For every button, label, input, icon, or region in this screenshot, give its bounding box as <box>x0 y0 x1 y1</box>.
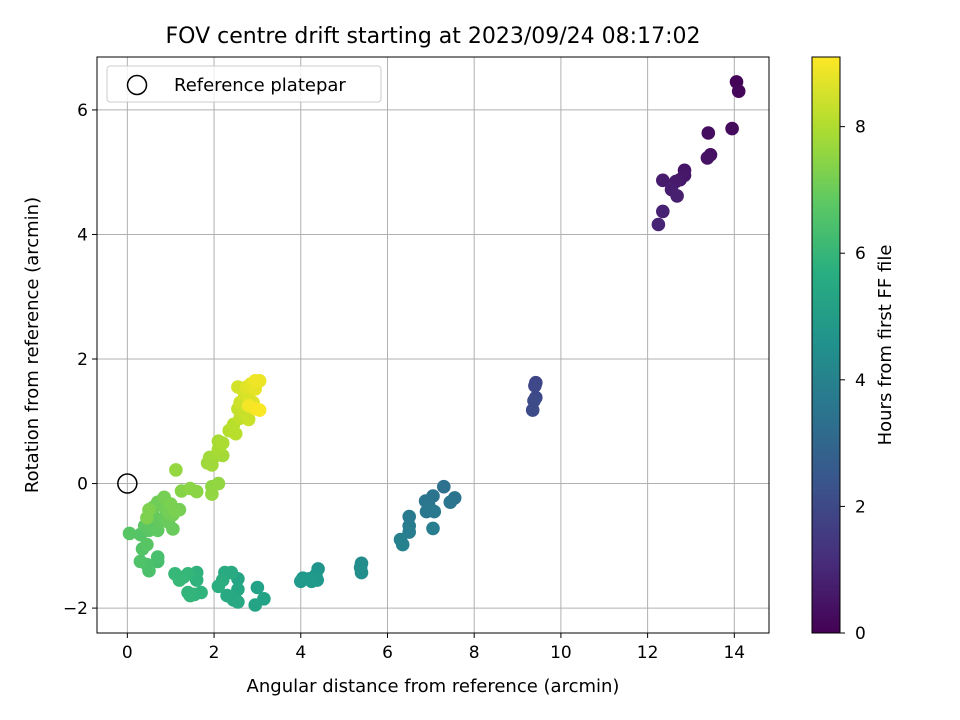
data-point <box>670 189 684 203</box>
colorbar-tick-label: 4 <box>855 371 866 391</box>
x-tick-label: 4 <box>295 643 306 663</box>
legend-reference-marker <box>126 74 148 96</box>
data-point <box>354 565 369 580</box>
data-point <box>437 479 451 494</box>
data-point <box>122 526 137 541</box>
x-tick-label: 6 <box>382 643 393 663</box>
data-point <box>215 436 230 450</box>
data-point <box>142 502 156 517</box>
data-point <box>427 504 442 519</box>
data-point <box>166 522 180 536</box>
x-axis-label: Angular distance from reference (arcmin) <box>247 676 620 697</box>
legend-frame <box>106 65 382 103</box>
colorbar-label: Hours from first FF file <box>875 245 896 446</box>
data-point <box>248 598 262 612</box>
data-point <box>150 550 165 564</box>
data-point <box>651 217 666 232</box>
y-tick-label: 6 <box>77 101 88 121</box>
data-point <box>525 403 540 417</box>
legend-box: Reference platepar <box>106 65 382 103</box>
data-point <box>205 487 219 501</box>
data-point <box>701 126 716 140</box>
data-point <box>402 509 417 524</box>
y-tick-label: −2 <box>63 599 88 619</box>
chart-title: FOV centre drift starting at 2023/09/24 … <box>166 24 701 49</box>
data-point <box>169 463 183 477</box>
x-axis-ticks: 0 2 4 6 8 10 12 14 <box>122 633 745 663</box>
data-point <box>426 521 440 536</box>
colorbar-tick-label: 8 <box>855 118 866 138</box>
y-tick-label: 2 <box>77 350 88 370</box>
reference-platepar-marker <box>117 473 138 494</box>
data-point <box>656 173 670 188</box>
data-point <box>168 504 182 519</box>
colorbar-tick-label: 2 <box>855 497 866 517</box>
x-tick-label: 0 <box>122 643 133 663</box>
colorbar-ticks: 0 2 4 6 8 <box>840 118 866 644</box>
data-point <box>294 574 308 589</box>
colorbar <box>811 56 841 634</box>
data-point <box>189 484 204 499</box>
data-point <box>731 84 746 98</box>
data-point <box>140 537 154 552</box>
data-point <box>183 588 197 603</box>
data-point <box>304 574 319 589</box>
reference-marker-layer <box>117 473 138 494</box>
colorbar-tick-label: 0 <box>855 624 866 644</box>
grid-lines <box>97 57 769 633</box>
data-point <box>228 426 243 441</box>
y-axis-ticks: −2 0 2 4 6 <box>63 101 97 619</box>
data-point <box>443 495 458 510</box>
y-axis-label: Rotation from reference (arcmin) <box>22 197 43 493</box>
data-point <box>725 121 739 136</box>
data-point <box>700 151 715 165</box>
data-points <box>122 75 746 612</box>
x-tick-label: 14 <box>723 643 745 663</box>
data-point <box>656 204 670 219</box>
data-point <box>395 537 410 552</box>
y-tick-label: 0 <box>77 475 88 495</box>
data-point <box>133 554 148 569</box>
x-tick-label: 12 <box>637 643 659 663</box>
data-point <box>172 573 187 587</box>
data-point <box>211 579 226 594</box>
data-point <box>211 476 226 491</box>
y-tick-label: 4 <box>77 225 88 245</box>
plot-area-frame <box>96 56 770 634</box>
data-point <box>220 588 234 603</box>
legend-label-reference: Reference platepar <box>174 75 346 96</box>
data-point <box>252 403 267 417</box>
x-tick-label: 8 <box>469 643 480 663</box>
data-point <box>241 412 256 427</box>
x-tick-label: 10 <box>550 643 572 663</box>
x-tick-label: 2 <box>209 643 220 663</box>
colorbar-tick-label: 6 <box>855 244 866 264</box>
data-point <box>250 580 265 595</box>
data-point <box>248 374 262 388</box>
data-point <box>528 379 542 393</box>
